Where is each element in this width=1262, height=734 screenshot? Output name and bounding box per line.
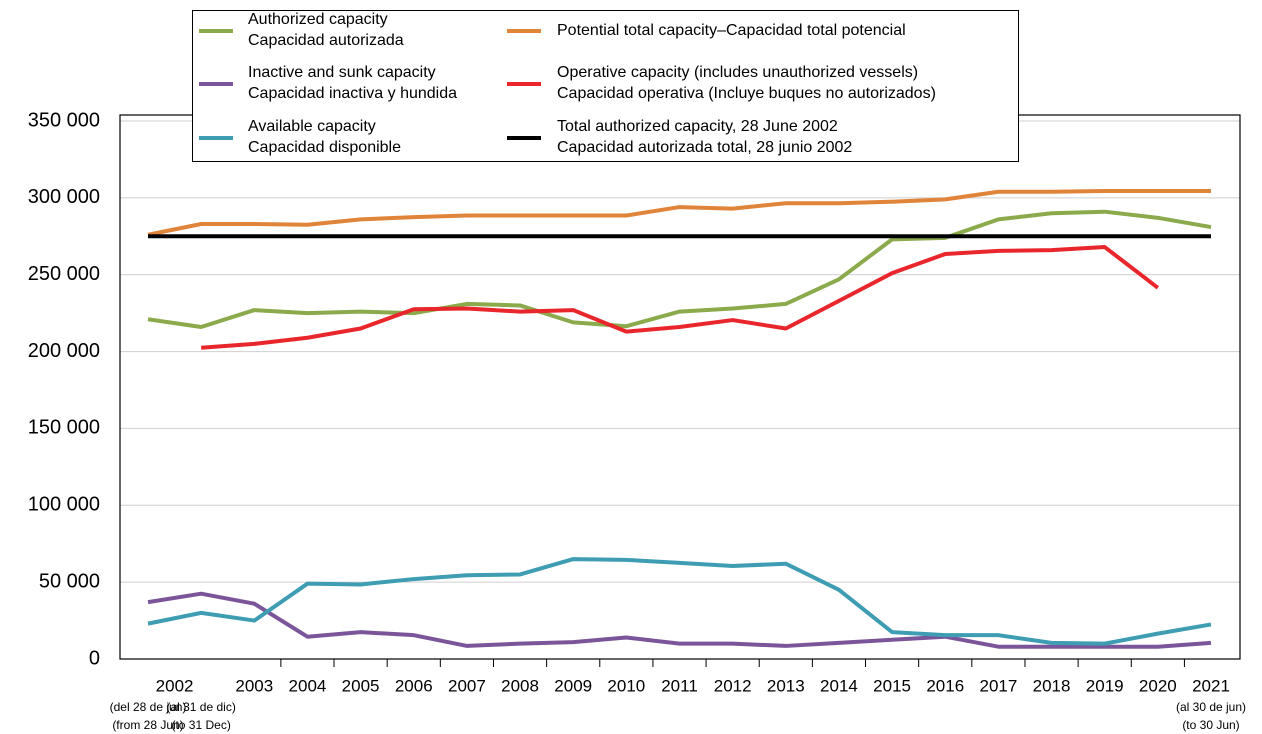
y-tick-label: 0 (89, 647, 100, 669)
x-tick-label: 2004 (289, 676, 327, 695)
legend-swatch (507, 82, 541, 86)
x-tick-label: 2014 (820, 676, 858, 695)
series-line (147, 188, 1211, 237)
x-note: (al 31 de dic) (166, 700, 235, 714)
legend: Authorized capacity Capacidad autorizada… (192, 10, 1019, 162)
plot-frame (119, 114, 1241, 660)
x-tick-label: 2017 (979, 676, 1017, 695)
x-note: (to 30 Jun) (1182, 718, 1239, 732)
y-tick-label: 50 000 (39, 570, 100, 592)
x-note: (from 28 Jun) (112, 718, 183, 732)
legend-swatch (507, 136, 541, 140)
legend-swatch (507, 29, 541, 33)
y-tick-label: 250 000 (28, 263, 100, 285)
x-tick-label: 2021 (1192, 676, 1230, 695)
y-tick-label: 100 000 (28, 494, 100, 516)
legend-label: Available capacity Capacidad disponible (248, 118, 401, 156)
x-tick-label: 2016 (926, 676, 964, 695)
series-line (147, 591, 1212, 649)
x-tick-label: 2009 (554, 676, 592, 695)
x-tick-label: 2020 (1139, 676, 1177, 695)
x-note: (del 28 de jun) (110, 700, 187, 714)
legend-label: Inactive and sunk capacity Capacidad ina… (248, 64, 458, 102)
x-tick-label: 2011 (661, 676, 698, 695)
x-tick-label: 2005 (342, 676, 380, 695)
y-tick-label: 200 000 (28, 340, 100, 362)
series-line (201, 245, 1160, 350)
y-tick-label: 350 000 (28, 109, 100, 131)
legend-label: Potential total capacity–Capacidad total… (557, 21, 906, 39)
legend-label: Operative capacity (includes unauthorize… (557, 64, 936, 102)
x-note: (al 30 de jun) (1176, 700, 1246, 714)
x-tick-label: 2018 (1033, 676, 1071, 695)
x-tick-label: 2010 (607, 676, 645, 695)
y-tick-label: 300 000 (28, 186, 100, 208)
y-tick-label: 150 000 (28, 417, 100, 439)
series-line (147, 557, 1212, 646)
legend-swatch (199, 82, 233, 86)
x-tick-label: 2002 (156, 676, 194, 695)
x-tick-label: 2003 (235, 676, 273, 695)
x-tick-label: 2013 (767, 676, 805, 695)
series-line (147, 209, 1212, 329)
legend-swatch (199, 29, 233, 33)
x-tick-label: 2008 (501, 676, 539, 695)
x-tick-label: 2012 (714, 676, 752, 695)
legend-swatch (199, 136, 233, 140)
x-tick-label: 2006 (395, 676, 433, 695)
x-tick-label: 2015 (873, 676, 911, 695)
x-note: (to 31 Dec) (171, 718, 230, 732)
x-tick-label: 2019 (1086, 676, 1124, 695)
x-tick-label: 2007 (448, 676, 486, 695)
legend-label: Total authorized capacity, 28 June 2002 … (557, 118, 853, 156)
legend-label: Authorized capacity Capacidad autorizada (248, 11, 404, 49)
